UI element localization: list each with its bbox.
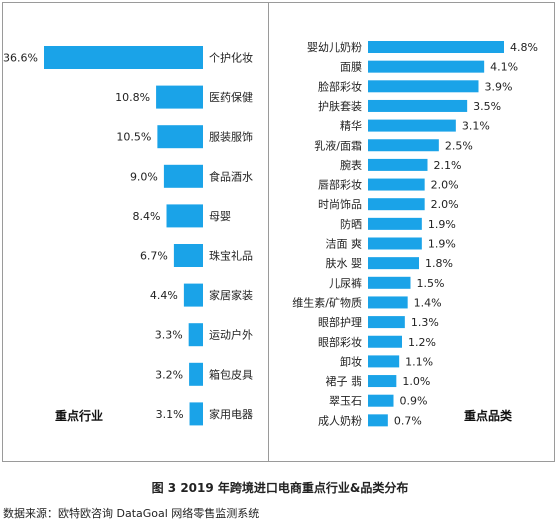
category-bar-7 xyxy=(368,158,428,171)
category-value-label-9: 2.0% xyxy=(431,198,459,211)
category-label-13: 儿尿裤 xyxy=(329,276,362,290)
industry-value-label-8: 3.3% xyxy=(155,329,183,342)
category-label-1: 婴幼儿奶粉 xyxy=(307,40,362,54)
industry-bar-6 xyxy=(173,244,203,267)
category-label-14: 维生素/矿物质 xyxy=(292,295,362,309)
industry-bar-7 xyxy=(183,283,203,307)
industry-bar-3 xyxy=(157,125,203,149)
category-bar-14 xyxy=(368,296,408,309)
category-label-4: 护肤套装 xyxy=(318,99,362,113)
industry-category-label-6: 珠宝礼品 xyxy=(209,249,253,263)
category-label-18: 裙子 翡 xyxy=(326,375,363,388)
category-bar-2 xyxy=(368,60,485,73)
figure-caption: 图 3 2019 年跨境进口电商重点行业&品类分布 xyxy=(151,481,409,495)
category-label-12: 肤水 婴 xyxy=(326,256,363,270)
industry-category-label-4: 食品酒水 xyxy=(209,169,253,183)
category-bar-18 xyxy=(368,375,397,388)
category-value-label-3: 3.9% xyxy=(485,80,513,93)
category-bar-17 xyxy=(368,355,400,368)
category-value-label-1: 4.8% xyxy=(510,41,538,54)
category-bar-8 xyxy=(368,178,425,191)
category-label-10: 防晒 xyxy=(340,217,362,231)
category-label-5: 精华 xyxy=(340,119,362,133)
industry-value-label-10: 3.1% xyxy=(156,408,184,421)
industry-panel-title: 重点行业 xyxy=(55,408,103,423)
category-label-7: 腕表 xyxy=(340,158,362,172)
category-bar-9 xyxy=(368,198,425,211)
industry-category-label-9: 箱包皮具 xyxy=(209,367,253,381)
category-value-label-11: 1.9% xyxy=(428,238,456,251)
category-bar-4 xyxy=(368,99,468,112)
industry-category-label-3: 服装服饰 xyxy=(209,130,253,144)
category-bar-6 xyxy=(368,139,439,152)
category-label-2: 面膜 xyxy=(340,61,362,74)
category-value-label-2: 4.1% xyxy=(490,61,518,74)
category-bar-12 xyxy=(368,257,419,270)
industry-value-label-4: 9.0% xyxy=(130,170,158,183)
category-value-label-18: 1.0% xyxy=(402,375,430,388)
category-value-label-7: 2.1% xyxy=(434,159,462,172)
chart-canvas: 重点行业 重点品类 36.6% 个护化妆 10.8% 医药保健 10.5% 服装服饰 9.0… xyxy=(3,40,538,427)
category-value-label-19: 0.9% xyxy=(400,395,428,408)
industry-value-label-6: 6.7% xyxy=(140,250,168,263)
category-label-17: 卸妆 xyxy=(340,354,362,368)
category-value-label-20: 0.7% xyxy=(394,414,422,427)
category-value-label-16: 1.2% xyxy=(408,336,436,349)
category-value-label-13: 1.5% xyxy=(417,277,445,290)
category-bar-1 xyxy=(368,41,504,53)
category-bar-13 xyxy=(368,276,411,289)
category-value-label-17: 1.1% xyxy=(405,355,433,368)
industry-category-label-5: 母婴 xyxy=(209,210,231,223)
category-label-16: 眼部彩妆 xyxy=(318,335,362,349)
category-bar-15 xyxy=(368,316,405,329)
category-label-11: 洁面 爽 xyxy=(326,238,363,251)
category-value-label-12: 1.8% xyxy=(425,257,453,270)
category-bar-20 xyxy=(368,414,388,427)
category-bar-3 xyxy=(368,80,479,93)
industry-bar-2 xyxy=(156,85,203,109)
industry-value-label-5: 8.4% xyxy=(133,210,161,223)
category-value-label-14: 1.4% xyxy=(414,296,442,309)
panel-divider xyxy=(268,2,269,462)
category-label-19: 翠玉石 xyxy=(329,395,362,408)
category-label-3: 脸部彩妆 xyxy=(318,79,362,93)
industry-category-label-2: 医药保健 xyxy=(209,90,253,104)
industry-bar-1 xyxy=(44,46,203,69)
category-label-8: 唇部彩妆 xyxy=(318,178,362,192)
category-value-label-8: 2.0% xyxy=(431,179,459,192)
category-panel-title: 重点品类 xyxy=(464,408,513,423)
category-value-label-15: 1.3% xyxy=(411,316,439,329)
industry-category-label-8: 运动户外 xyxy=(209,328,253,342)
chart-frame xyxy=(2,2,555,462)
industry-value-label-1: 36.6% xyxy=(3,52,38,65)
category-label-9: 时尚饰品 xyxy=(318,197,362,211)
category-bar-16 xyxy=(368,335,402,348)
industry-bar-5 xyxy=(166,204,203,228)
industry-bar-9 xyxy=(189,362,203,386)
category-label-15: 眼部护理 xyxy=(318,315,362,329)
industry-bar-4 xyxy=(163,164,203,188)
category-value-label-10: 1.9% xyxy=(428,218,456,231)
industry-category-label-7: 家居家装 xyxy=(209,288,253,302)
industry-value-label-9: 3.2% xyxy=(155,368,183,381)
industry-value-label-3: 10.5% xyxy=(116,131,151,144)
data-source: 数据来源：欧特欧咨询 DataGoal 网络零售监测系统 xyxy=(3,507,260,520)
category-label-20: 成人奶粉 xyxy=(318,413,362,427)
industry-value-label-7: 4.4% xyxy=(150,289,178,302)
industry-category-label-10: 家用电器 xyxy=(209,407,253,421)
category-value-label-4: 3.5% xyxy=(473,100,501,113)
industry-category-label-1: 个护化妆 xyxy=(209,51,253,65)
category-label-6: 乳液/面霜 xyxy=(314,138,362,152)
category-value-label-6: 2.5% xyxy=(445,139,473,152)
industry-bar-10 xyxy=(189,402,203,426)
industry-bar-8 xyxy=(188,323,203,347)
category-value-label-5: 3.1% xyxy=(462,120,490,133)
category-bar-10 xyxy=(368,217,422,230)
category-bar-5 xyxy=(368,119,456,132)
industry-value-label-2: 10.8% xyxy=(115,91,150,104)
category-bar-11 xyxy=(368,237,422,250)
category-bar-19 xyxy=(368,394,394,407)
